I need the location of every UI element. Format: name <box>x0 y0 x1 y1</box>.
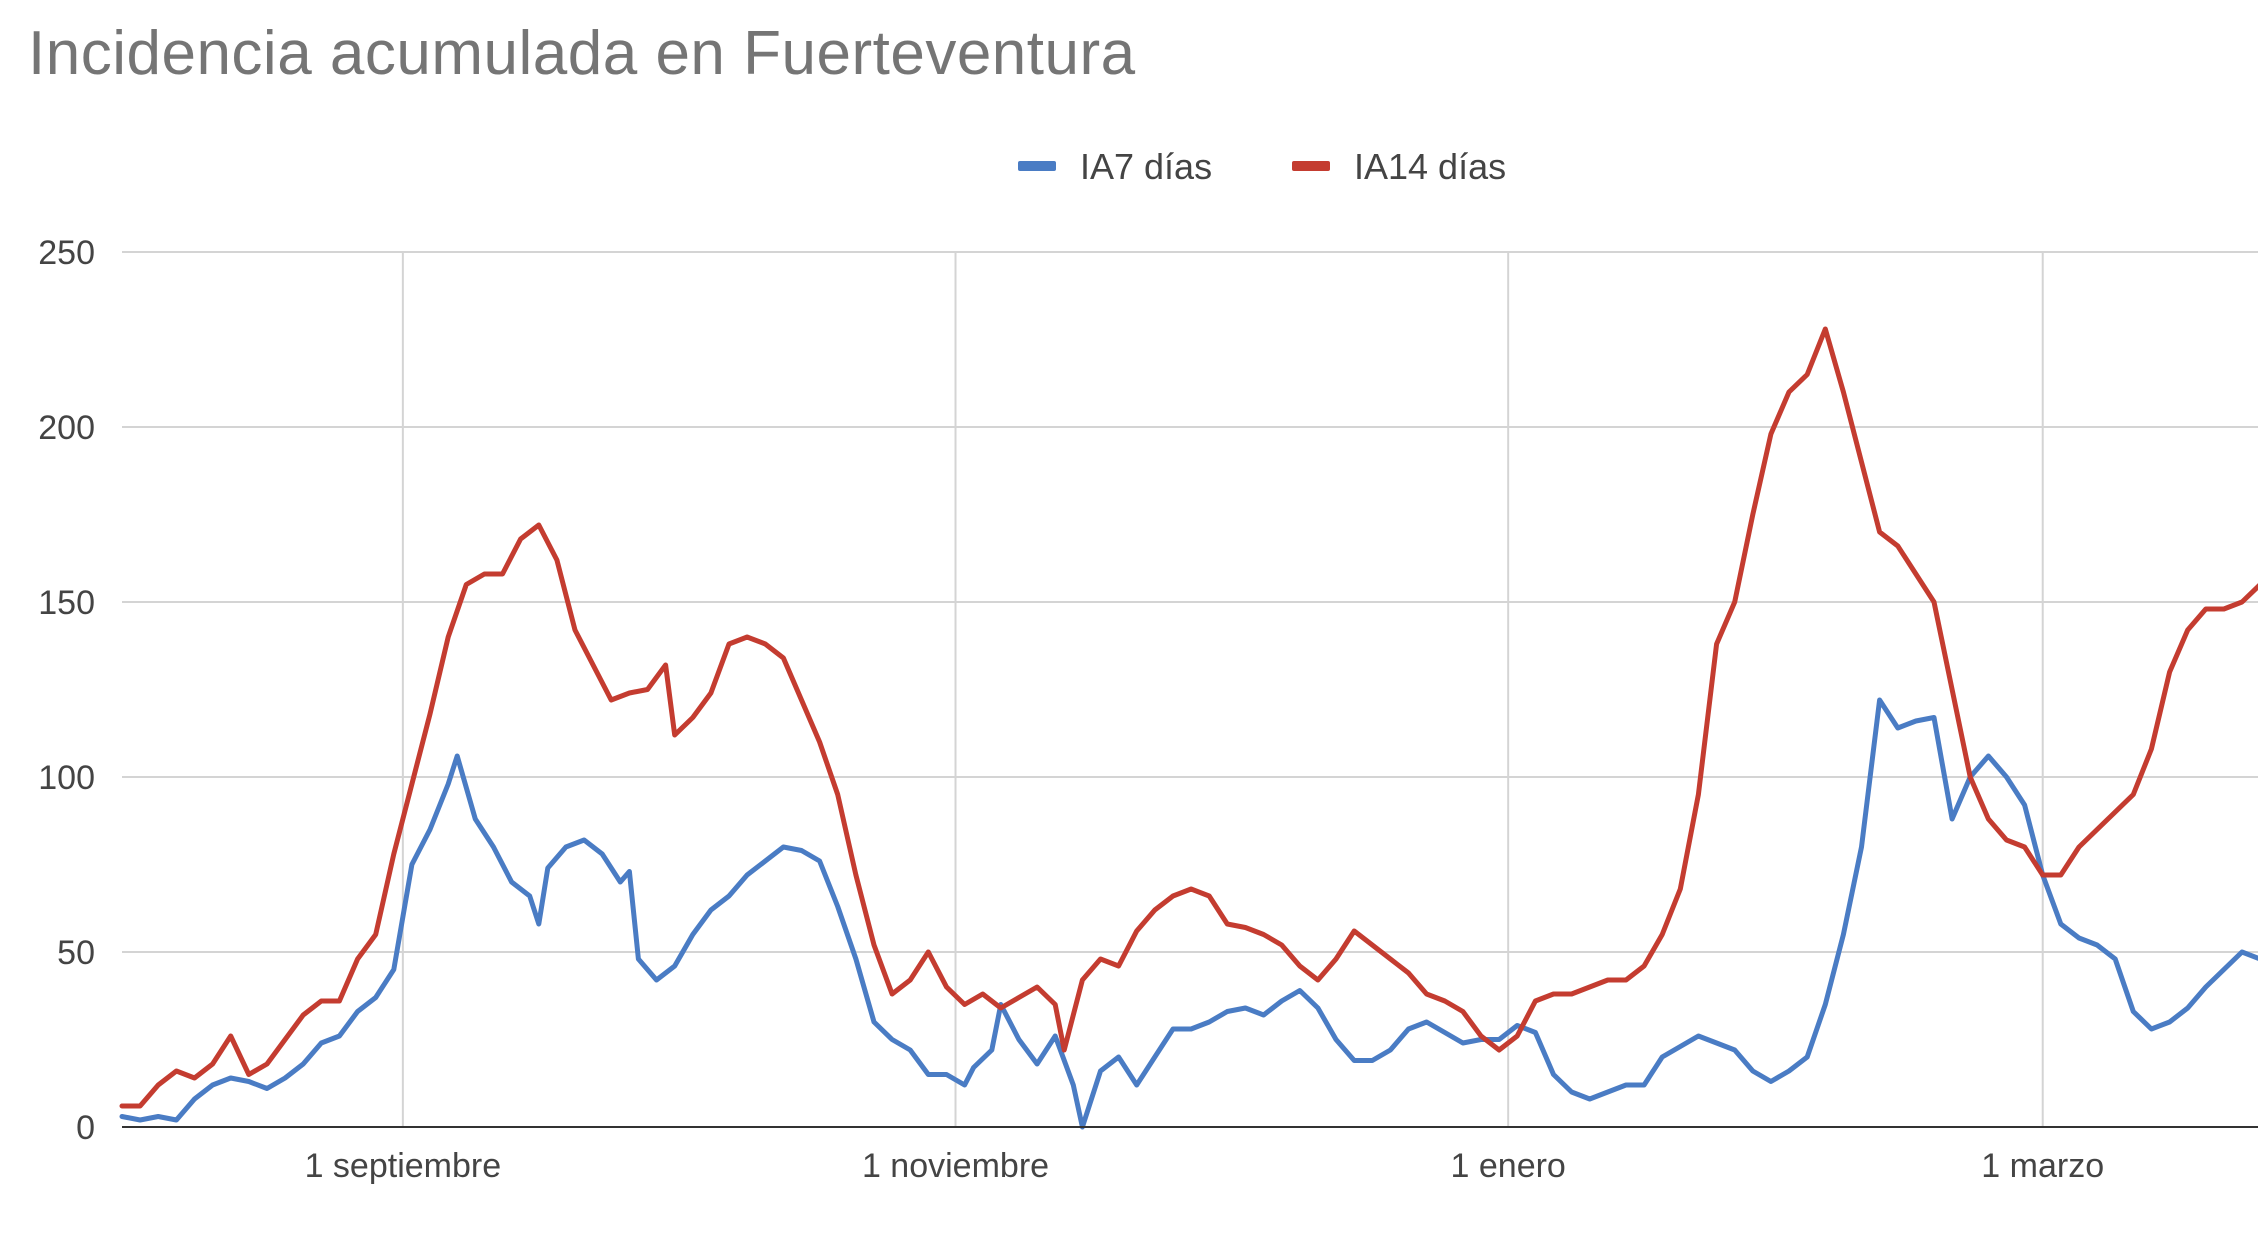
legend-label-2: IA14 días <box>1354 146 1506 187</box>
y-tick-label: 150 <box>38 584 95 622</box>
legend: IA7 días IA14 días <box>1018 146 1506 187</box>
x-tick-label: 1 enero <box>1451 1147 1566 1185</box>
x-tick-label: 1 marzo <box>1981 1147 2104 1185</box>
x-tick-label: 1 noviembre <box>862 1147 1049 1185</box>
axes: 0 50 100 150 200 250 1 septiembre 1 noviembre 1 … <box>38 234 2258 1185</box>
legend-label-1: IA7 días <box>1080 146 1212 187</box>
series-lines <box>119 326 2258 1130</box>
y-tick-label: 100 <box>38 759 95 797</box>
grid <box>122 251 2258 1127</box>
series-line-2 <box>119 326 2258 1109</box>
x-tick-label: 1 septiembre <box>305 1147 502 1185</box>
legend-swatch-1 <box>1018 161 1056 171</box>
chart-title: Incidencia acumulada en Fuerteventura <box>28 19 1136 88</box>
legend-swatch-2 <box>1292 161 1330 171</box>
y-tick-label: 50 <box>57 934 95 972</box>
y-tick-label: 0 <box>76 1109 95 1147</box>
series-line-1 <box>119 697 2258 1130</box>
y-tick-label: 200 <box>38 409 95 447</box>
y-tick-label: 250 <box>38 234 95 272</box>
